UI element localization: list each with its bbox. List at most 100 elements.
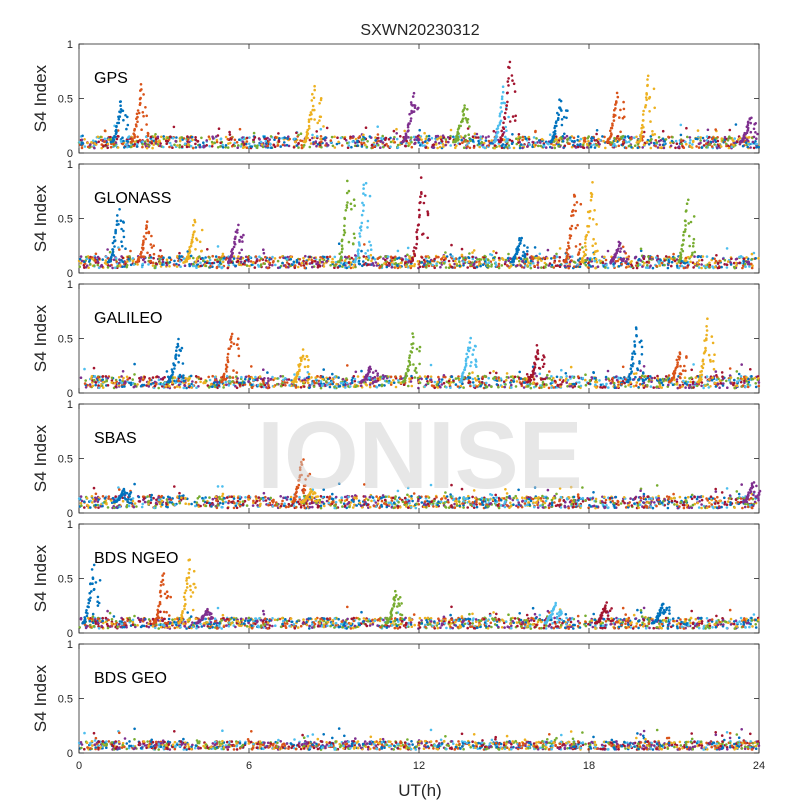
spike-point (307, 118, 311, 121)
data-point (262, 135, 266, 139)
data-point (663, 263, 666, 267)
data-point (300, 144, 304, 147)
data-point (725, 247, 729, 250)
data-point (469, 384, 472, 388)
data-point (525, 253, 529, 256)
data-point (213, 375, 217, 379)
data-point (584, 373, 587, 377)
spike-point (588, 209, 592, 213)
data-point (273, 377, 277, 380)
data-point (633, 136, 636, 139)
spike-point (313, 136, 316, 139)
data-point (624, 146, 628, 150)
spike-point (501, 85, 505, 88)
data-point (158, 139, 161, 142)
spike-point (646, 78, 649, 81)
data-point (429, 363, 433, 367)
spike-point (561, 135, 565, 138)
data-point (208, 144, 211, 148)
data-point (285, 381, 289, 384)
data-point (336, 136, 339, 139)
data-point (550, 146, 554, 150)
spike-point (746, 123, 750, 127)
data-point (361, 264, 364, 268)
data-point (350, 381, 354, 385)
data-point (606, 266, 610, 270)
spike-point (646, 83, 649, 87)
data-point (477, 139, 480, 143)
data-point (101, 378, 104, 381)
data-point (256, 383, 260, 387)
data-point (621, 134, 625, 138)
data-point (629, 137, 633, 140)
spike-point (526, 246, 529, 249)
data-point (504, 383, 507, 386)
data-point (567, 142, 570, 145)
spike-point (119, 100, 122, 103)
spike-point (579, 202, 583, 206)
spike-point (622, 257, 625, 261)
data-point (487, 135, 490, 138)
data-point (337, 376, 340, 379)
spike-point (353, 236, 357, 240)
spike-point (622, 107, 626, 111)
data-point (183, 384, 187, 388)
data-point (224, 380, 228, 384)
data-point (442, 381, 446, 385)
data-point (276, 266, 280, 270)
data-point (441, 134, 445, 137)
data-point (315, 130, 319, 133)
data-point (198, 143, 202, 147)
spike-point (415, 235, 419, 239)
data-point (688, 136, 692, 139)
data-point (616, 385, 620, 388)
data-point (142, 258, 145, 262)
data-point (272, 143, 276, 147)
data-point (505, 372, 509, 375)
data-point (292, 260, 296, 264)
spike-point (117, 117, 121, 121)
data-point (444, 143, 447, 147)
data-point (420, 377, 423, 381)
data-point (715, 137, 718, 140)
data-point (322, 125, 325, 128)
data-point (521, 138, 524, 142)
data-point (754, 382, 757, 385)
data-point (750, 257, 754, 261)
data-point (296, 385, 300, 389)
data-point (565, 375, 568, 378)
spike-point (463, 135, 467, 138)
data-point (725, 266, 729, 269)
data-point (141, 142, 144, 146)
spike-point (504, 140, 508, 143)
data-point (364, 126, 368, 129)
data-point (613, 136, 616, 140)
data-point (468, 372, 471, 375)
spike-point (238, 251, 241, 255)
spike-point (364, 193, 367, 197)
data-point (395, 132, 399, 135)
spike-point (625, 260, 628, 263)
spike-point (692, 237, 696, 241)
data-point (578, 381, 581, 384)
data-point (694, 376, 698, 379)
spike-point (191, 233, 195, 236)
data-point (705, 255, 709, 258)
data-point (693, 262, 697, 266)
spike-point (359, 225, 363, 228)
data-point (194, 146, 198, 149)
spike-point (413, 104, 417, 107)
spike-point (133, 127, 136, 131)
data-point (409, 136, 413, 139)
data-point (564, 379, 567, 383)
data-point (168, 256, 172, 260)
data-point (726, 260, 730, 263)
data-point (141, 262, 144, 266)
data-point (279, 145, 283, 148)
data-point (475, 385, 479, 388)
data-point (475, 132, 479, 136)
data-point (535, 374, 538, 378)
data-point (259, 140, 263, 144)
data-point (504, 260, 507, 264)
data-point (104, 255, 108, 259)
